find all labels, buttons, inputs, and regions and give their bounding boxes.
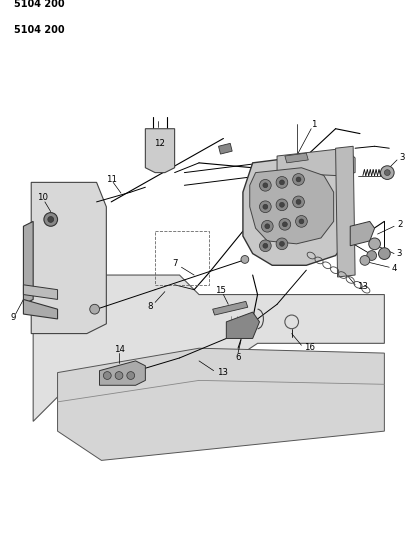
Circle shape: [276, 176, 288, 188]
Text: 9: 9: [11, 313, 16, 322]
Circle shape: [279, 219, 291, 230]
Circle shape: [90, 304, 100, 314]
Polygon shape: [226, 312, 259, 338]
Text: 8: 8: [148, 302, 153, 311]
Circle shape: [381, 166, 394, 180]
Circle shape: [263, 244, 268, 248]
Circle shape: [263, 183, 268, 188]
Circle shape: [44, 213, 58, 227]
Text: 13: 13: [357, 282, 368, 291]
Text: 3: 3: [399, 152, 404, 161]
Circle shape: [276, 199, 288, 211]
Text: 3: 3: [396, 249, 401, 258]
Polygon shape: [213, 301, 248, 315]
Polygon shape: [243, 156, 353, 265]
Text: 7: 7: [172, 259, 177, 268]
Polygon shape: [350, 221, 375, 246]
Circle shape: [127, 372, 135, 379]
Circle shape: [276, 238, 288, 249]
Polygon shape: [100, 361, 145, 385]
Text: 14: 14: [113, 345, 124, 354]
Circle shape: [265, 224, 270, 229]
Circle shape: [48, 216, 54, 222]
Polygon shape: [250, 168, 334, 244]
Circle shape: [299, 219, 304, 224]
Circle shape: [279, 203, 284, 207]
Polygon shape: [23, 221, 33, 304]
Text: 11: 11: [106, 175, 117, 184]
Polygon shape: [219, 143, 232, 154]
Text: 6: 6: [235, 353, 241, 362]
Circle shape: [379, 248, 390, 260]
Circle shape: [296, 199, 301, 204]
Polygon shape: [31, 182, 106, 334]
Text: 5104 200: 5104 200: [14, 0, 64, 9]
Circle shape: [263, 204, 268, 209]
Circle shape: [293, 174, 304, 185]
Text: 12: 12: [155, 139, 166, 148]
Circle shape: [360, 255, 370, 265]
Polygon shape: [23, 300, 58, 319]
Text: 2: 2: [397, 220, 403, 229]
Circle shape: [369, 238, 381, 249]
Circle shape: [262, 221, 273, 232]
Polygon shape: [58, 348, 384, 461]
Text: 13: 13: [217, 368, 228, 377]
Polygon shape: [285, 153, 308, 163]
Text: 1: 1: [311, 120, 317, 130]
Circle shape: [259, 201, 271, 213]
Circle shape: [296, 177, 301, 182]
Circle shape: [241, 255, 249, 263]
Circle shape: [295, 215, 307, 227]
Circle shape: [279, 180, 284, 185]
Circle shape: [279, 241, 284, 246]
Polygon shape: [277, 148, 355, 175]
Circle shape: [115, 372, 123, 379]
Text: 4: 4: [391, 264, 397, 273]
Circle shape: [293, 196, 304, 208]
Text: 15: 15: [215, 286, 226, 295]
Text: 16: 16: [304, 343, 315, 352]
Text: 10: 10: [38, 193, 49, 203]
Circle shape: [384, 169, 390, 175]
Text: 5104 200: 5104 200: [14, 25, 64, 35]
Circle shape: [259, 240, 271, 252]
Polygon shape: [23, 285, 58, 300]
Polygon shape: [145, 128, 175, 173]
Circle shape: [282, 222, 287, 227]
Circle shape: [103, 372, 111, 379]
Polygon shape: [336, 146, 355, 277]
Circle shape: [367, 251, 377, 261]
Polygon shape: [33, 275, 384, 422]
Circle shape: [259, 180, 271, 191]
